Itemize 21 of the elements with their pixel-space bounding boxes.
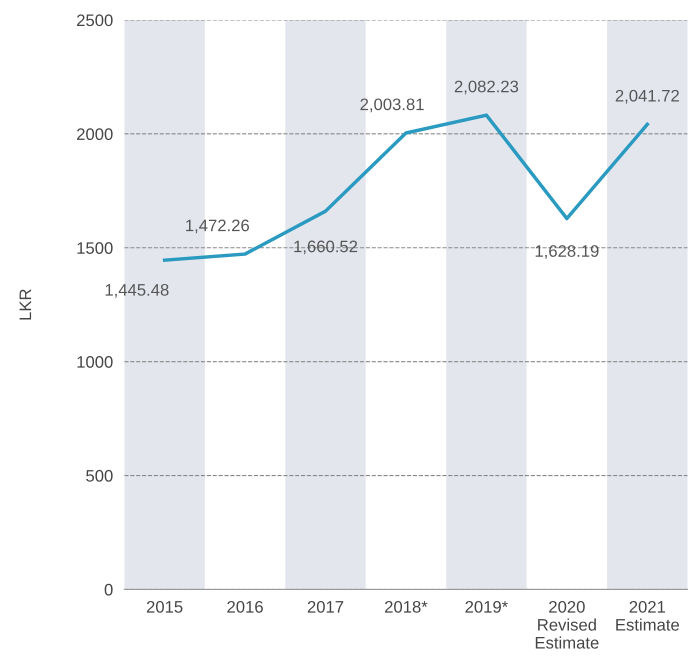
y-axis-title: LKR	[20, 289, 32, 320]
y-tick-label: 2000	[77, 128, 113, 140]
x-tick-label: 2018*	[385, 600, 428, 613]
x-tick-label: 2017	[308, 600, 344, 613]
data-label: 2,041.72	[616, 90, 679, 104]
x-tick-label: 2015	[146, 600, 182, 613]
data-label: 1,472.26	[186, 220, 249, 234]
line-series	[162, 113, 650, 262]
data-label: 1,445.48	[106, 284, 169, 298]
y-tick-label: 500	[86, 470, 113, 482]
x-tick-label: 2021 Estimate	[616, 600, 679, 631]
data-label: 2,082.23	[454, 80, 518, 94]
y-tick-label: 1500	[77, 242, 113, 254]
x-tick-label: 2016	[227, 600, 263, 613]
y-tick-label: 2500	[77, 14, 113, 26]
y-tick-label: 1000	[77, 356, 113, 368]
x-tick-label: 2020 Revised Estimate	[536, 600, 599, 649]
y-tick-label: 0	[104, 584, 113, 596]
data-label: 2,003.81	[360, 98, 424, 112]
data-label: 1,628.19	[536, 245, 599, 259]
x-tick-label: 2019*	[465, 600, 508, 613]
